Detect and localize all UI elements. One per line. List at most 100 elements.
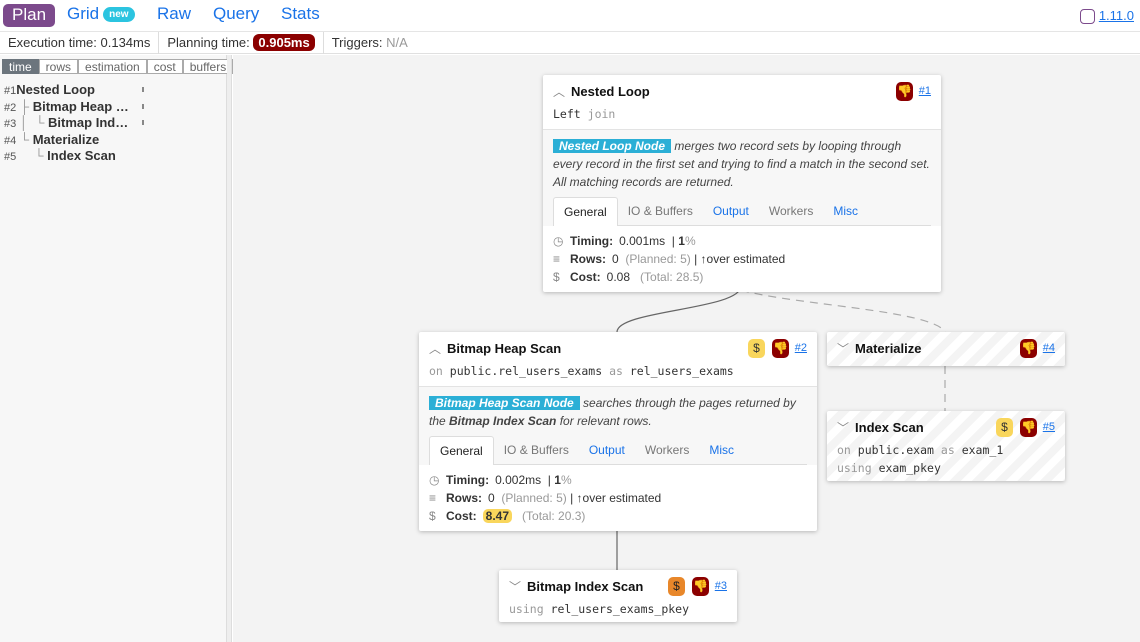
tree-item[interactable]: #4 └ Materialize bbox=[0, 132, 226, 149]
node-tabs: General IO & Buffers Output Workers Misc bbox=[553, 197, 931, 226]
tree-branch: ├ bbox=[19, 98, 33, 114]
timing-label: Timing: bbox=[570, 234, 614, 248]
tree-item[interactable]: #5 └ Index Scan bbox=[0, 148, 226, 165]
tab-output[interactable]: Output bbox=[712, 204, 749, 218]
thumbs-down-icon: 👎 bbox=[1020, 418, 1037, 437]
thumbs-down-icon: 👎 bbox=[772, 339, 789, 358]
index-name: exam_pkey bbox=[878, 461, 941, 475]
description-text: merges two record sets by looping throug… bbox=[553, 139, 930, 189]
node-type-highlight: Bitmap Heap Scan Node bbox=[429, 396, 580, 410]
tree-item[interactable]: #1Nested Loop bbox=[0, 82, 226, 99]
cost-row: $ Cost: 0.08 (Total: 28.5) bbox=[553, 268, 931, 286]
plan-canvas[interactable]: ︿ Nested Loop 👎 #1 Left join Nested Loop … bbox=[233, 55, 1140, 642]
dollar-icon: $ bbox=[429, 509, 436, 523]
metric-tab-time[interactable]: time bbox=[2, 59, 39, 74]
node-bitmap-heap-scan[interactable]: ︿ Bitmap Heap Scan $ 👎 #2 on public.rel_u… bbox=[419, 332, 817, 531]
timing-percent: 1 bbox=[678, 234, 685, 248]
total-cost: (Total: 20.3) bbox=[522, 509, 586, 523]
description-bold: Bitmap Index Scan bbox=[449, 414, 557, 428]
using-keyword: using bbox=[509, 602, 544, 616]
tab-io-buffers[interactable]: IO & Buffers bbox=[503, 443, 569, 457]
planning-time: Planning time: 0.905ms bbox=[159, 31, 324, 54]
description-text-end: for relevant rows. bbox=[556, 414, 652, 428]
node-details: ◷ Timing: 0.002ms | 1% ≡ Rows: 0 (Planned: 5… bbox=[419, 465, 817, 531]
tab-output[interactable]: Output bbox=[588, 443, 625, 457]
using-keyword: using bbox=[837, 461, 872, 475]
metric-tab-buffers[interactable]: buffers bbox=[182, 59, 234, 74]
node-id-link[interactable]: #5 bbox=[1042, 421, 1055, 433]
metric-tab-rows[interactable]: rows bbox=[38, 59, 79, 74]
expand-icon[interactable]: ﹀ bbox=[509, 580, 522, 594]
tree-item-id: #5 bbox=[4, 151, 17, 163]
tab-misc[interactable]: Misc bbox=[833, 204, 858, 218]
time-bar bbox=[142, 120, 144, 125]
planned-rows: (Planned: 5) bbox=[501, 491, 567, 505]
expand-icon[interactable]: ﹀ bbox=[837, 342, 850, 356]
on-keyword: on bbox=[837, 443, 851, 457]
tab-general[interactable]: General bbox=[429, 436, 494, 465]
tab-general[interactable]: General bbox=[553, 197, 618, 226]
description-text: searches through the pages returned by t… bbox=[429, 396, 796, 428]
node-id-link[interactable]: #1 bbox=[918, 85, 931, 97]
rows-value: 0 bbox=[488, 491, 495, 505]
tab-query[interactable]: Query bbox=[213, 4, 260, 23]
rows-value: 0 bbox=[612, 252, 619, 266]
relation-name: public.exam bbox=[857, 443, 934, 457]
tab-misc[interactable]: Misc bbox=[709, 443, 734, 457]
node-id-link[interactable]: #4 bbox=[1042, 342, 1055, 354]
metric-tab-cost[interactable]: cost bbox=[146, 59, 183, 74]
tree-branch: └ bbox=[19, 148, 48, 163]
relation-name: public.rel_users_exams bbox=[449, 364, 603, 378]
tree-item[interactable]: #2 ├ Bitmap Heap … bbox=[0, 99, 226, 116]
tab-plan[interactable]: Plan bbox=[3, 4, 56, 27]
index-name: rel_users_exams_pkey bbox=[550, 602, 690, 616]
time-bar bbox=[142, 103, 144, 109]
node-description: Bitmap Heap Scan Node searches through t… bbox=[419, 386, 817, 465]
node-materialize[interactable]: ﹀ Materialize 👎 #4 bbox=[827, 332, 1065, 366]
tree-branch: └ bbox=[19, 131, 33, 147]
node-title: Materialize bbox=[855, 341, 922, 356]
estimate-text: over estimated bbox=[706, 252, 786, 266]
node-id-link[interactable]: #3 bbox=[714, 580, 727, 592]
tree-item-id: #4 bbox=[4, 134, 17, 147]
collapse-icon[interactable]: ︿ bbox=[553, 85, 566, 99]
sidebar: time rows estimation cost buffers #1Nest… bbox=[0, 55, 234, 642]
rows-row: ≡ Rows: 0 (Planned: 5) | ↑over estimated bbox=[553, 252, 786, 266]
tab-io-buffers[interactable]: IO & Buffers bbox=[627, 204, 693, 218]
arrow-up-icon: ↑ bbox=[700, 252, 707, 266]
timing-value: 0.001ms bbox=[619, 234, 666, 248]
tree-item-label: Materialize bbox=[32, 131, 100, 147]
tree-item[interactable]: #3 │ └ Bitmap Ind… bbox=[0, 115, 226, 132]
rows-label: Rows: bbox=[570, 252, 606, 266]
tab-grid[interactable]: Grid new bbox=[67, 4, 135, 24]
node-tabs: General IO & Buffers Output Workers Misc bbox=[429, 436, 807, 465]
node-id-link[interactable]: #2 bbox=[794, 342, 807, 354]
index-info: using exam_pkey bbox=[827, 459, 1065, 477]
tab-raw[interactable]: Raw bbox=[157, 4, 192, 23]
rows-row: ≡ Rows: 0 (Planned: 5) | ↑over estimated bbox=[429, 491, 662, 505]
tree-item-id: #2 bbox=[4, 101, 17, 114]
node-nested-loop[interactable]: ︿ Nested Loop 👎 #1 Left join Nested Loop … bbox=[543, 75, 941, 292]
cost-value: 8.47 bbox=[482, 509, 513, 523]
collapse-icon[interactable]: ︿ bbox=[429, 342, 442, 356]
join-type: Left join bbox=[543, 105, 941, 123]
node-index-scan[interactable]: ﹀ Index Scan $ 👎 #5 on public.exam as exa… bbox=[827, 411, 1065, 481]
metric-tab-estimation[interactable]: estimation bbox=[78, 59, 147, 74]
clock-icon: ◷ bbox=[553, 234, 564, 248]
arrow-up-icon: ↑ bbox=[576, 491, 583, 505]
index-info: using rel_users_exams_pkey bbox=[499, 600, 737, 618]
logo-icon bbox=[1079, 9, 1095, 25]
tab-stats[interactable]: Stats bbox=[281, 4, 320, 23]
planning-label: Planning time: bbox=[167, 34, 250, 50]
tab-workers[interactable]: Workers bbox=[768, 204, 814, 218]
node-title: Bitmap Heap Scan bbox=[447, 341, 562, 356]
version-link[interactable]: 1.11.0 bbox=[1079, 8, 1134, 25]
tab-workers[interactable]: Workers bbox=[644, 443, 690, 457]
resize-handle[interactable] bbox=[227, 55, 232, 642]
thumbs-down-icon: 👎 bbox=[896, 82, 913, 101]
clock-icon: ◷ bbox=[429, 473, 440, 487]
expand-icon[interactable]: ﹀ bbox=[837, 421, 850, 435]
cost-row: $ Cost: 8.47 (Total: 20.3) bbox=[429, 507, 807, 525]
timing-percent: 1 bbox=[554, 473, 561, 487]
node-bitmap-index-scan[interactable]: ﹀ Bitmap Index Scan $ 👎 #3 using rel_user… bbox=[499, 570, 737, 622]
